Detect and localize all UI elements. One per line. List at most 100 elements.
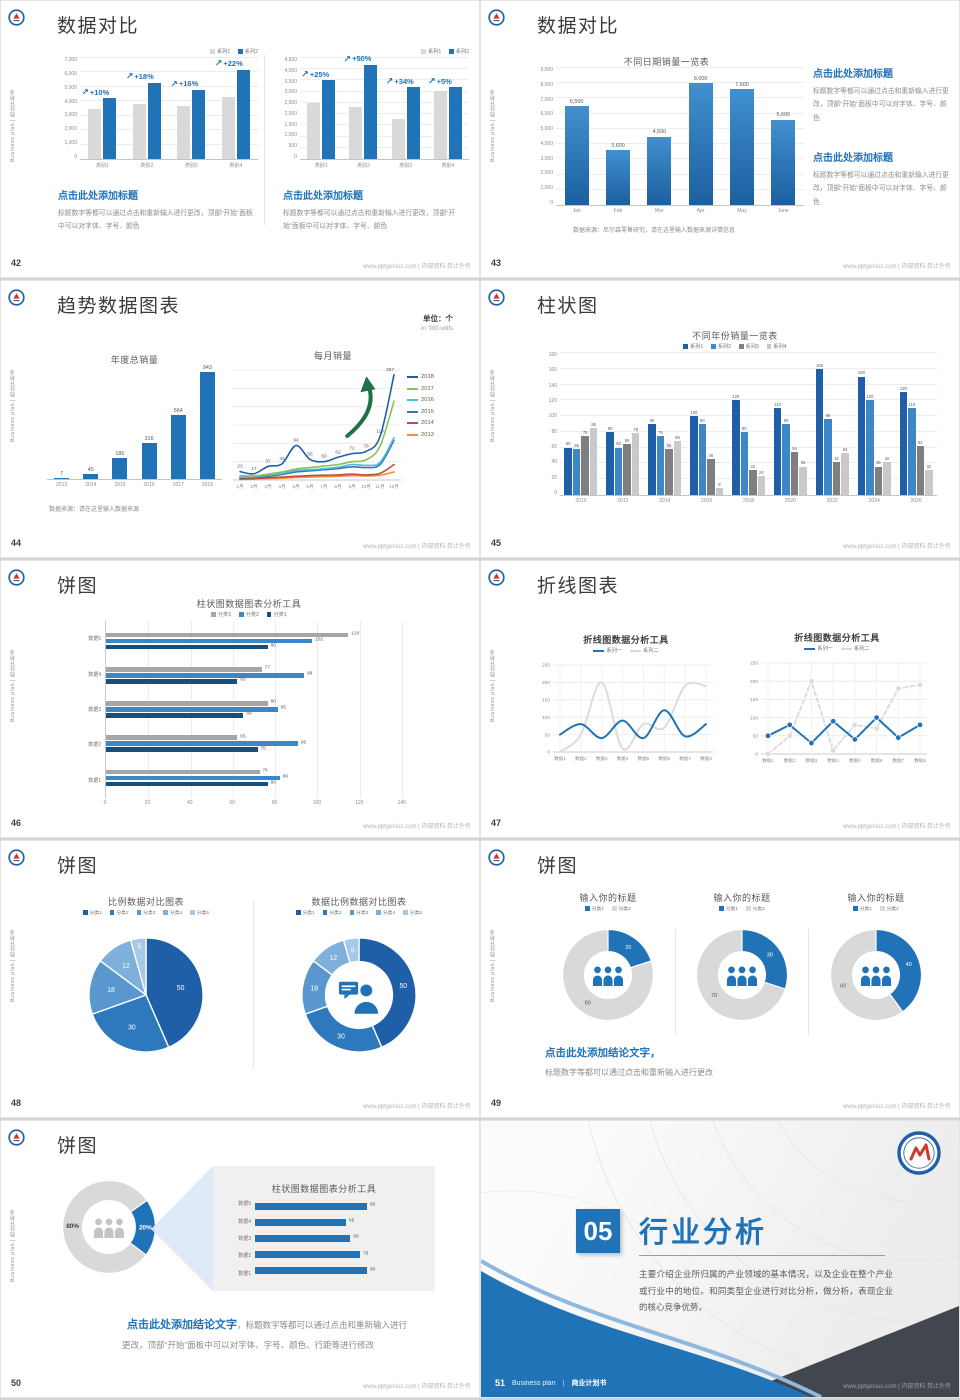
bar-group: 80 60 65 78: [602, 353, 644, 495]
growth-percent: +18%: [134, 72, 154, 82]
bar: [665, 449, 673, 495]
span: 2,000: [284, 110, 297, 117]
svg-text:44: 44: [279, 456, 285, 462]
grouped-bar-chart-right: 系列1 系列2 4,500 4,000 3,500 3,000 2,500 2,000 1,50…: [273, 47, 469, 171]
span: 8,000: [540, 81, 553, 88]
svg-text:数据6: 数据6: [658, 755, 670, 762]
placeholder-heading: 点击此处添加标题: [813, 69, 893, 80]
bar: [815, 368, 824, 495]
sidebar-vertical-label: Business plan | 商业计划书: [10, 1209, 16, 1282]
bar: [614, 447, 623, 495]
vb-groups: ↗ +25% ↗ +50% ↗ +34% ↗ +5%: [300, 54, 469, 159]
bar-group: 130 110 62 32: [895, 353, 937, 495]
svg-text:50: 50: [545, 732, 551, 738]
bar-group: 100 90 46 9: [686, 353, 728, 495]
bar-value-label: 75: [658, 429, 663, 435]
bar-group: 7: [47, 366, 76, 479]
donut-plot: 20 80: [549, 915, 667, 1035]
bar-value-label: 130: [899, 386, 907, 392]
gridline: [560, 367, 937, 369]
span: 6,000: [540, 111, 553, 118]
legend-label: 分类3: [356, 911, 369, 916]
bar-column: 80: [740, 353, 748, 495]
legend-item: 2018: [407, 374, 441, 380]
gridline: [300, 68, 469, 70]
span: Feb: [613, 208, 623, 214]
bar-column: [88, 58, 102, 159]
span: June: [777, 208, 789, 214]
legend-swatch: [211, 612, 216, 617]
span: 数据4: [238, 1218, 251, 1225]
legend-label: 分类1: [273, 612, 287, 618]
bar-column: 186: [112, 366, 128, 479]
svg-text:数据5: 数据5: [638, 755, 650, 762]
svg-text:50: 50: [321, 454, 327, 460]
bar-column: 96: [824, 353, 832, 495]
legend-swatch: [841, 647, 852, 650]
span: 140: [548, 382, 557, 389]
bar: [749, 469, 757, 495]
donut-plot: 30 70: [683, 915, 801, 1035]
gridline: [80, 57, 258, 58]
gridline: [560, 430, 937, 432]
growth-percent: +22%: [223, 59, 243, 69]
chart-legend: 系列一 系列二: [741, 644, 933, 653]
bar-group: ↗ +34%: [385, 58, 427, 159]
bar-group: ↗ +5%: [427, 58, 469, 159]
span: 2018: [201, 482, 213, 488]
text-block-right: 点击此处添加标题 标题数字等都可以通过点击和重新输入进行更改，顶部“开始”面板中…: [283, 187, 469, 234]
bar-column: 7: [54, 366, 70, 479]
bar: 65: [255, 1218, 354, 1226]
bar: [690, 416, 698, 495]
bar-group: 160 96 42 53: [811, 353, 853, 495]
bar-column: 75: [656, 353, 665, 495]
span: 100: [548, 413, 557, 420]
chart-legend: 系列1 系列2 系列3 系列4: [533, 342, 937, 351]
growth-annotation: ↗ +16%: [170, 79, 198, 88]
svg-text:数据7: 数据7: [679, 755, 691, 762]
gridline: [560, 478, 937, 480]
bar: 80: [255, 1267, 375, 1275]
bar: [782, 424, 790, 495]
placeholder-body: 标题数字等都可以通过点击和重新输入进行更改，顶部“开始”面板中可以对字体、字号、…: [813, 172, 949, 206]
donut-plot: 20% 80%: [61, 1179, 157, 1275]
bar: [406, 87, 420, 159]
school-logo-icon: [8, 849, 25, 866]
bar-column: 32: [749, 353, 757, 495]
svg-text:100: 100: [750, 715, 758, 721]
bar-value-label: 76: [262, 768, 268, 774]
span: 数据3: [88, 706, 101, 713]
bar-group: 943: [193, 365, 222, 479]
bar-group: 564: [164, 366, 193, 479]
bar: [631, 433, 640, 495]
vb-pw: 60 58 75 85 80 60 65 78 90 75 58 68 100 90 46 9 120 80 32 2…: [560, 352, 937, 507]
x-axis-labels: 0 20 40 60 80 100 120 140: [104, 798, 423, 807]
conclusion-rest: ，标题数字等都可以通过点击和重新输入进行: [237, 1320, 408, 1330]
y-axis-labels: 4,500 4,000 3,500 3,000 2,500 2,000 1,500 1,000…: [273, 58, 300, 171]
legend-swatch: [238, 49, 243, 54]
svg-text:250: 250: [542, 663, 550, 669]
bar: [874, 466, 883, 495]
span: May: [737, 208, 747, 214]
growth-annotation: ↗ +10%: [81, 88, 109, 97]
bar-value-label: 36: [800, 460, 806, 466]
span: 数据1: [88, 777, 101, 784]
bar: [103, 98, 117, 159]
bar-value-label: 42: [834, 455, 839, 461]
footer-brand: www.pptgenius.com | 内部资料 禁止外传: [843, 1384, 951, 1390]
gridline: [556, 188, 804, 190]
vb-pw: ↗ +25% ↗ +50% ↗ +34% ↗ +5% 类别1 类别2 类别3 类别4: [300, 54, 469, 171]
chart-legend: 系列1 系列2: [53, 47, 258, 56]
span: 类别2: [356, 163, 370, 169]
line-plot: 1月 2月 3月 4月 5月 6月 7月 8月 9月 10月 11月 12月 23 17 37 44 94 56 5…: [225, 362, 407, 491]
bar-value-label: 8,000: [693, 75, 708, 82]
legend-swatch: [853, 906, 858, 911]
x-axis-labels: 2010 2012 2014 2016 2018 2020 2022 2024 2026: [560, 496, 937, 507]
chart-title: 柱状图数据图表分析工具: [196, 599, 302, 609]
legend-label: 分类5: [196, 911, 209, 916]
gridline: [300, 90, 469, 92]
bar-group: ↗ +18%: [125, 58, 170, 159]
bar: 80: [106, 781, 276, 787]
school-logo-icon: [488, 569, 505, 586]
